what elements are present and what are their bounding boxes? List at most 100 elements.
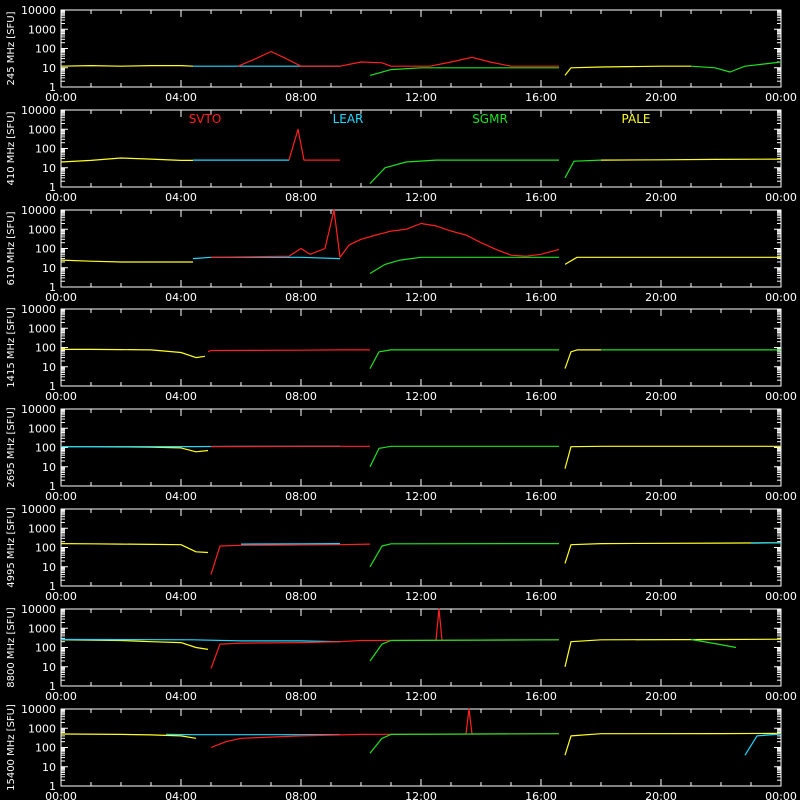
y-tick-label: 1 (49, 480, 56, 493)
x-tick-label: 20:00 (645, 490, 677, 503)
x-tick-label: 12:00 (405, 790, 437, 800)
y-tick-label: 1 (49, 181, 56, 194)
x-tick-label: 00:00 (45, 390, 77, 403)
y-tick-label: 10 (42, 361, 56, 374)
x-tick-label: 20:00 (645, 590, 677, 603)
y-tick-label: 10 (42, 262, 56, 275)
series-line-lear (192, 256, 341, 260)
series-line-sgmr (369, 445, 559, 468)
x-tick-label: 12:00 (405, 690, 437, 703)
y-tick-label: 1 (49, 81, 56, 94)
x-tick-label: 00:00 (765, 490, 797, 503)
y-tick-label: 1 (49, 780, 56, 793)
series-line-svto (207, 349, 370, 353)
series-line-pale (60, 157, 193, 163)
series-line-sgmr (369, 256, 559, 275)
x-tick-label: 04:00 (165, 390, 197, 403)
series-line-sgmr (369, 349, 559, 369)
y-tick-label: 10 (42, 162, 56, 175)
x-tick-label: 00:00 (765, 291, 797, 304)
x-tick-label: 00:00 (765, 590, 797, 603)
x-tick-label: 16:00 (525, 91, 557, 104)
series-line-svto (210, 708, 560, 749)
x-tick-label: 08:00 (285, 690, 317, 703)
series-line-pale (564, 349, 601, 369)
series-line-sgmr (690, 61, 782, 73)
y-axis-label: 8800 MHz [SFU] (6, 607, 17, 688)
x-tick-label: 16:00 (525, 790, 557, 800)
y-tick-label: 10000 (21, 303, 56, 316)
x-tick-label: 16:00 (525, 291, 557, 304)
series-line-pale (564, 542, 782, 564)
x-tick-label: 00:00 (45, 690, 77, 703)
series-line-sgmr (690, 638, 737, 649)
x-tick-label: 08:00 (285, 790, 317, 800)
x-tick-label: 04:00 (165, 91, 197, 104)
x-tick-label: 12:00 (405, 390, 437, 403)
y-axis-label: 4995 MHz [SFU] (6, 507, 17, 588)
x-tick-label: 00:00 (45, 191, 77, 204)
series-line-pale (60, 733, 197, 739)
legend-entry-lear: LEAR (333, 112, 364, 126)
x-tick-label: 16:00 (525, 590, 557, 603)
series-line-sgmr (369, 733, 560, 754)
series-line-pale (564, 445, 781, 469)
series-line-sgmr (369, 542, 560, 568)
x-tick-label: 16:00 (525, 690, 557, 703)
x-tick-label: 20:00 (645, 291, 677, 304)
x-tick-label: 12:00 (405, 191, 437, 204)
legend-entry-svto: SVTO (189, 112, 222, 126)
series-line-pale (60, 64, 194, 67)
series-line-pale (564, 65, 691, 76)
series-line-pale (60, 259, 193, 263)
x-tick-label: 00:00 (765, 690, 797, 703)
y-axis-label: 410 MHz [SFU] (6, 111, 17, 185)
y-axis-label: 15400 MHz [SFU] (6, 704, 17, 791)
x-tick-label: 20:00 (645, 690, 677, 703)
x-tick-label: 08:00 (285, 291, 317, 304)
x-tick-label: 04:00 (165, 490, 197, 503)
series-line-pale (60, 639, 209, 650)
x-tick-label: 12:00 (405, 590, 437, 603)
x-tick-label: 20:00 (645, 790, 677, 800)
y-tick-label: 1 (49, 580, 56, 593)
y-tick-label: 1000 (28, 422, 56, 435)
x-tick-label: 04:00 (165, 191, 197, 204)
y-tick-label: 1 (49, 380, 56, 393)
series-line-svto (210, 543, 371, 575)
x-tick-label: 00:00 (765, 790, 797, 800)
y-tick-label: 10 (42, 62, 56, 75)
y-tick-label: 1000 (28, 722, 56, 735)
y-axis-label: 1415 MHz [SFU] (6, 307, 17, 388)
y-tick-label: 1 (49, 281, 56, 294)
y-tick-label: 100 (35, 442, 56, 455)
legend-entry-sgmr: SGMR (472, 112, 508, 126)
x-tick-label: 16:00 (525, 490, 557, 503)
series-line-lear (240, 542, 341, 545)
y-tick-label: 10000 (21, 503, 56, 516)
y-tick-label: 1 (49, 680, 56, 693)
x-tick-label: 08:00 (285, 490, 317, 503)
x-tick-label: 16:00 (525, 390, 557, 403)
y-tick-label: 10 (42, 561, 56, 574)
x-tick-label: 08:00 (285, 191, 317, 204)
x-tick-label: 00:00 (45, 790, 77, 800)
y-tick-label: 10 (42, 461, 56, 474)
x-tick-label: 12:00 (405, 490, 437, 503)
y-tick-label: 1000 (28, 622, 56, 635)
series-line-pale (60, 542, 209, 554)
y-tick-label: 100 (35, 742, 56, 755)
x-tick-label: 04:00 (165, 590, 197, 603)
series-line-sgmr (564, 159, 602, 179)
x-tick-label: 00:00 (45, 590, 77, 603)
y-tick-label: 100 (35, 542, 56, 555)
y-tick-label: 10000 (21, 703, 56, 716)
x-tick-label: 00:00 (765, 191, 797, 204)
y-tick-label: 100 (35, 43, 56, 56)
y-tick-label: 1000 (28, 123, 56, 136)
y-tick-label: 10000 (21, 603, 56, 616)
x-tick-label: 12:00 (405, 291, 437, 304)
series-line-pale (564, 256, 781, 265)
series-line-pale (600, 158, 782, 161)
x-tick-label: 04:00 (165, 790, 197, 800)
